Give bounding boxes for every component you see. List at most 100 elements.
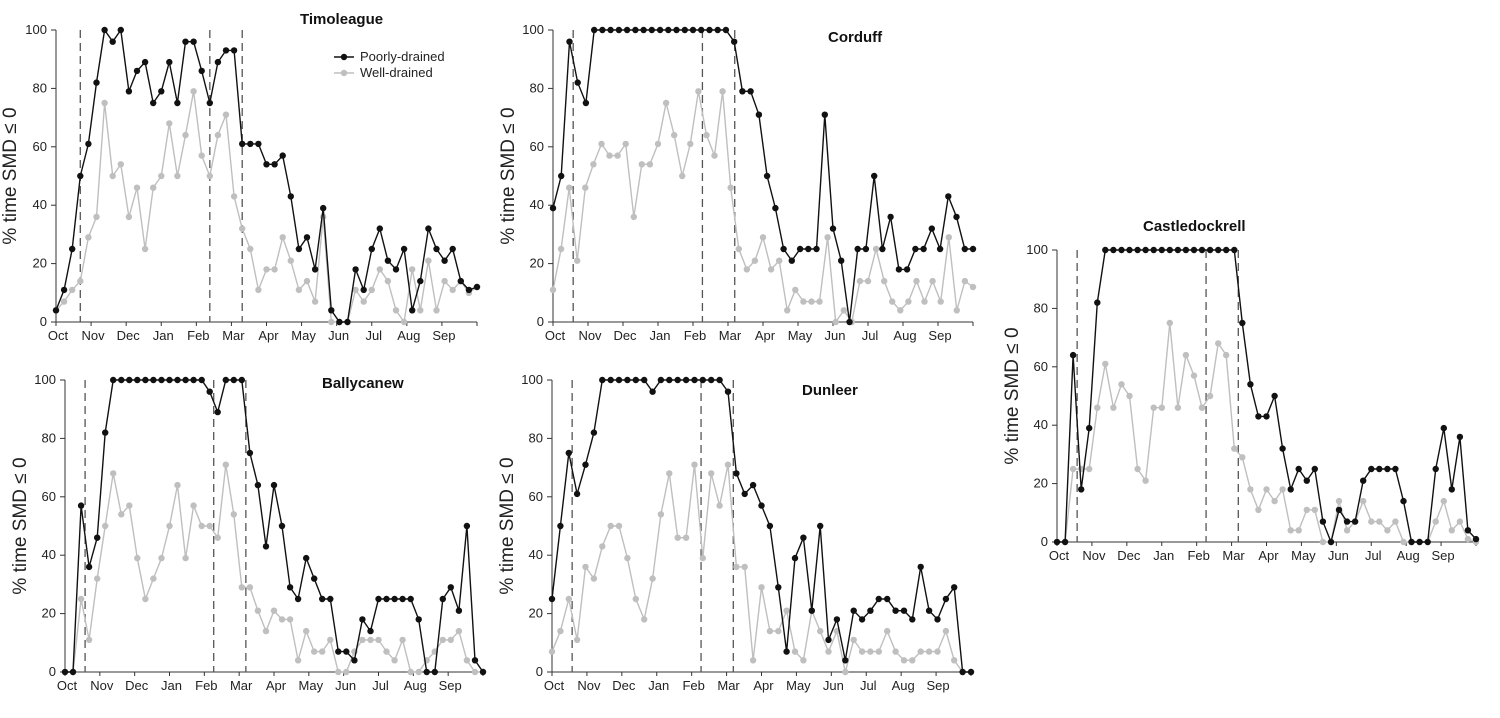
series-line-well-drained <box>55 91 478 324</box>
data-point-well-drained <box>198 522 205 530</box>
data-point-poorly-drained <box>1102 246 1109 254</box>
data-point-well-drained <box>953 307 960 314</box>
data-point-well-drained <box>687 140 694 148</box>
data-point-well-drained <box>1368 518 1375 525</box>
data-point-well-drained <box>872 245 880 253</box>
y-axis-label: % time SMD ≤ 0 <box>497 457 518 594</box>
data-point-poorly-drained <box>758 502 765 509</box>
data-point-poorly-drained <box>158 88 165 95</box>
data-point-well-drained <box>286 616 294 623</box>
x-tick-label: Feb <box>1187 548 1209 563</box>
data-point-poorly-drained <box>1432 465 1439 473</box>
data-point-well-drained <box>716 502 723 509</box>
data-point-poorly-drained <box>615 376 623 384</box>
data-point-well-drained <box>85 234 92 241</box>
data-point-well-drained <box>934 648 941 655</box>
data-point-well-drained <box>582 563 589 571</box>
data-point-poorly-drained <box>1303 477 1311 484</box>
data-point-well-drained <box>415 668 422 676</box>
data-point-poorly-drained <box>94 534 101 541</box>
data-point-well-drained <box>679 172 686 180</box>
data-point-poorly-drained <box>624 376 631 384</box>
x-tick-label: Aug <box>892 678 915 693</box>
data-point-poorly-drained <box>1182 246 1190 254</box>
data-point-poorly-drained <box>549 204 557 212</box>
data-point-well-drained <box>1464 535 1472 543</box>
data-point-poorly-drained <box>85 563 93 571</box>
data-point-poorly-drained <box>359 616 366 623</box>
data-point-poorly-drained <box>303 554 310 562</box>
data-point-well-drained <box>792 286 799 294</box>
data-point-well-drained <box>255 286 262 294</box>
data-point-well-drained <box>751 257 759 264</box>
data-point-well-drained <box>783 607 790 614</box>
data-point-poorly-drained <box>590 429 598 436</box>
data-point-poorly-drained <box>431 668 438 676</box>
chart-title: Castledockrell <box>1143 218 1246 235</box>
series-line-poorly-drained <box>552 29 973 323</box>
data-point-well-drained <box>638 161 645 168</box>
y-tick-label: 100 <box>25 22 47 37</box>
data-point-poorly-drained <box>1351 518 1359 525</box>
data-point-well-drained <box>817 627 824 635</box>
data-point-poorly-drained <box>69 245 76 253</box>
data-point-poorly-drained <box>1134 246 1141 254</box>
x-tick-label: Oct <box>1049 548 1070 563</box>
data-point-well-drained <box>1110 404 1117 411</box>
data-point-well-drained <box>867 648 874 655</box>
data-point-well-drained <box>327 636 334 644</box>
data-point-well-drained <box>1142 477 1149 484</box>
data-point-poorly-drained <box>287 193 294 200</box>
x-tick-label: Dec <box>117 328 141 343</box>
data-point-well-drained <box>703 131 710 139</box>
data-point-well-drained <box>856 277 864 285</box>
data-point-poorly-drained <box>383 595 390 603</box>
data-point-well-drained <box>384 277 392 285</box>
data-point-well-drained <box>311 298 319 305</box>
data-point-well-drained <box>1263 486 1270 493</box>
data-point-well-drained <box>400 318 408 326</box>
data-point-well-drained <box>407 668 414 676</box>
data-point-well-drained <box>222 111 230 118</box>
data-point-poorly-drained <box>174 376 181 384</box>
data-point-well-drained <box>548 648 556 655</box>
data-point-poorly-drained <box>920 245 927 253</box>
y-tick-label: 100 <box>34 372 56 387</box>
data-point-poorly-drained <box>961 245 968 253</box>
data-point-well-drained <box>646 161 654 168</box>
data-point-poorly-drained <box>328 307 335 314</box>
data-point-poorly-drained <box>763 172 771 180</box>
y-tick-label: 0 <box>1041 534 1048 549</box>
data-point-well-drained <box>1158 404 1166 411</box>
data-point-well-drained <box>69 286 76 294</box>
x-tick-label: May <box>788 328 813 343</box>
data-point-well-drained <box>791 648 799 655</box>
data-point-poorly-drained <box>376 225 383 232</box>
data-point-well-drained <box>439 636 446 644</box>
y-tick-label: 20 <box>530 256 544 271</box>
data-point-poorly-drained <box>166 376 173 384</box>
data-point-well-drained <box>566 184 573 191</box>
y-tick-label: 0 <box>40 314 47 329</box>
data-point-well-drained <box>711 152 718 159</box>
data-point-poorly-drained <box>1094 299 1101 306</box>
x-tick-label: Mar <box>222 328 245 343</box>
data-point-poorly-drained <box>1335 506 1343 514</box>
y-tick-label: 20 <box>529 606 543 621</box>
data-point-poorly-drained <box>833 616 841 623</box>
data-point-poorly-drained <box>352 266 359 273</box>
data-point-well-drained <box>1247 486 1254 493</box>
data-point-poorly-drained <box>706 26 713 34</box>
data-point-well-drained <box>719 88 726 95</box>
data-point-well-drained <box>767 266 775 273</box>
data-point-well-drained <box>125 213 133 221</box>
data-point-poorly-drained <box>928 225 935 232</box>
data-point-poorly-drained <box>246 449 254 457</box>
x-tick-label: Feb <box>682 678 704 693</box>
data-point-poorly-drained <box>158 376 165 384</box>
data-point-well-drained <box>278 616 286 623</box>
data-point-well-drained <box>573 636 581 644</box>
data-point-poorly-drained <box>775 584 782 591</box>
data-point-poorly-drained <box>479 668 487 676</box>
x-tick-label: Jun <box>335 678 356 693</box>
